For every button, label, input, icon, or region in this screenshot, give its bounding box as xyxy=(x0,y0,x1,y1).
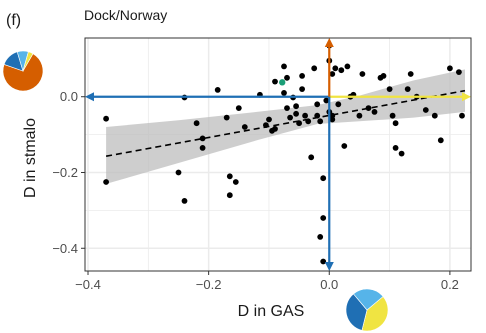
data-point xyxy=(323,97,330,104)
data-point xyxy=(344,63,351,70)
data-point xyxy=(392,120,399,127)
data-point xyxy=(302,112,308,119)
data-point xyxy=(380,73,387,79)
data-point xyxy=(223,114,230,121)
data-point xyxy=(199,145,206,151)
x-axis-ticks: −0.4 −0.2 0.0 0.2 xyxy=(75,271,459,292)
x-tick-label: 0.2 xyxy=(441,277,459,292)
data-point xyxy=(335,101,342,108)
data-point xyxy=(308,154,315,161)
arrow-up xyxy=(324,38,334,97)
data-point xyxy=(284,74,290,81)
arrow-right xyxy=(329,92,471,102)
data-point xyxy=(241,124,248,130)
arrow-head xyxy=(324,262,334,271)
data-point xyxy=(103,179,109,185)
pie-chart-bottom xyxy=(345,288,389,332)
y-tick-label: −0.2 xyxy=(52,165,78,180)
data-point xyxy=(287,114,293,121)
data-point xyxy=(293,103,299,110)
data-point xyxy=(407,71,414,77)
pie-slice xyxy=(353,288,384,311)
y-axis-ticks: −0.4 −0.2 0.0 xyxy=(52,89,85,256)
data-point xyxy=(320,258,327,265)
data-point xyxy=(341,143,348,149)
arrow-down xyxy=(324,96,334,271)
arrow-head xyxy=(85,92,94,102)
data-point xyxy=(320,215,327,221)
data-point xyxy=(299,73,305,79)
arrow-head xyxy=(462,92,471,102)
pie-slice xyxy=(22,51,34,72)
data-point xyxy=(293,110,299,117)
data-point xyxy=(359,71,366,77)
direction-arrows xyxy=(85,38,471,271)
pie-slice xyxy=(345,293,368,331)
data-point xyxy=(199,135,206,142)
data-point xyxy=(232,179,239,185)
panel-tag: (f) xyxy=(6,12,21,29)
confidence-band xyxy=(106,69,465,184)
data-point xyxy=(392,145,399,151)
x-tick-label: −0.2 xyxy=(196,277,222,292)
y-axis-label: D in stmalo xyxy=(22,118,39,198)
pie-slice xyxy=(361,296,389,332)
data-point xyxy=(214,87,221,93)
data-point xyxy=(456,69,462,75)
data-point xyxy=(181,198,188,204)
data-point xyxy=(447,65,453,72)
data-point xyxy=(235,105,242,111)
data-point xyxy=(386,86,393,92)
data-point xyxy=(281,90,287,96)
data-point xyxy=(422,107,429,113)
panel-border xyxy=(84,37,472,272)
data-point xyxy=(437,137,444,144)
data-point xyxy=(317,118,324,125)
chart-title: Dock/Norway xyxy=(84,7,167,23)
data-point xyxy=(226,192,233,199)
data-point xyxy=(371,109,378,115)
data-point xyxy=(193,120,200,127)
plot-panel xyxy=(84,37,472,272)
data-point xyxy=(431,112,438,119)
data-point xyxy=(398,150,405,157)
data-point xyxy=(175,169,182,176)
data-point xyxy=(311,65,318,72)
data-point xyxy=(320,175,327,182)
pie-chart-left xyxy=(2,50,44,92)
data-point xyxy=(266,116,272,123)
data-point xyxy=(356,112,363,119)
x-tick-label: 0.0 xyxy=(320,277,338,292)
data-point xyxy=(365,105,372,111)
data-point xyxy=(314,101,321,108)
data-point xyxy=(317,234,324,240)
data-point xyxy=(389,112,396,119)
data-point xyxy=(281,63,287,70)
y-tick-label: −0.4 xyxy=(52,241,78,256)
data-point xyxy=(329,116,336,123)
data-point xyxy=(404,86,411,92)
data-point xyxy=(272,78,278,85)
trend-line xyxy=(105,89,466,157)
y-tick-label: 0.0 xyxy=(60,89,78,104)
arrow-head xyxy=(324,38,334,47)
x-tick-label: −0.4 xyxy=(75,277,101,292)
data-point xyxy=(338,67,345,74)
data-point xyxy=(272,125,278,132)
data-point xyxy=(284,105,290,111)
highlight-point xyxy=(279,79,286,86)
data-point xyxy=(332,65,339,72)
data-point xyxy=(226,173,233,180)
pie-slice xyxy=(2,53,44,92)
x-axis-label: D in GAS xyxy=(238,303,305,320)
data-point xyxy=(459,112,465,119)
data-point xyxy=(103,115,109,122)
data-point xyxy=(299,86,305,92)
data-point xyxy=(329,71,336,77)
arrow-left xyxy=(85,92,330,102)
